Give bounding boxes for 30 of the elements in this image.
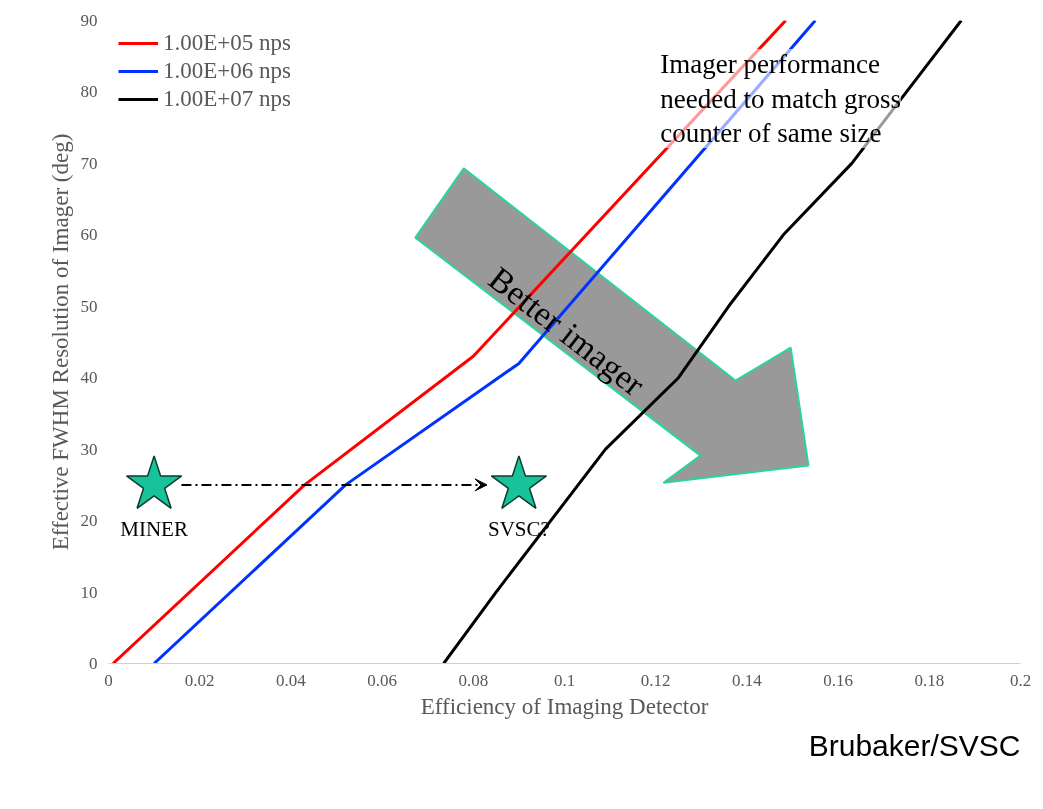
- x-tick-label: 0.16: [823, 670, 853, 690]
- annotation: Imager performance needed to match gross counter of same size: [660, 49, 901, 149]
- x-tick-label: 0.04: [276, 670, 307, 690]
- y-tick-label: 90: [80, 11, 98, 30]
- x-tick-label: 0.18: [914, 670, 945, 690]
- x-tick-label: 0: [104, 670, 113, 690]
- line-series: [442, 20, 963, 664]
- y-tick-label: 30: [80, 439, 98, 459]
- y-tick-label: 20: [80, 511, 98, 531]
- y-axis-title: Effective FWHM Resolution of Imager (deg): [47, 133, 73, 551]
- x-tick-label: 0.1: [553, 670, 576, 690]
- y-tick-label: 0: [89, 654, 98, 673]
- x-axis-title: Efficiency of Imaging Detector: [420, 693, 709, 719]
- x-tick-label: 0.06: [367, 670, 397, 690]
- x-tick-label: 0.08: [458, 670, 489, 690]
- y-tick-label: 60: [80, 225, 98, 245]
- x-tick-label: 0.2: [1009, 670, 1032, 690]
- x-tick-label: 0.02: [184, 670, 215, 690]
- y-tick-label: 40: [80, 368, 98, 388]
- y-tick-label: 80: [80, 82, 98, 102]
- y-tick-label: 70: [80, 153, 98, 173]
- legend-label: 1.00E+07 nps: [163, 86, 291, 112]
- x-tick-label: 0.12: [640, 670, 671, 690]
- text: Brubaker/SVSC: [808, 728, 1021, 762]
- x-tick-label: 0.14: [732, 670, 763, 690]
- legend-label: 1.00E+05 nps: [163, 30, 291, 56]
- y-tick-label: 50: [80, 296, 98, 316]
- annotation: MINER: [120, 516, 188, 541]
- y-tick-label: 10: [80, 582, 98, 602]
- legend-label: 1.00E+06 nps: [163, 58, 291, 84]
